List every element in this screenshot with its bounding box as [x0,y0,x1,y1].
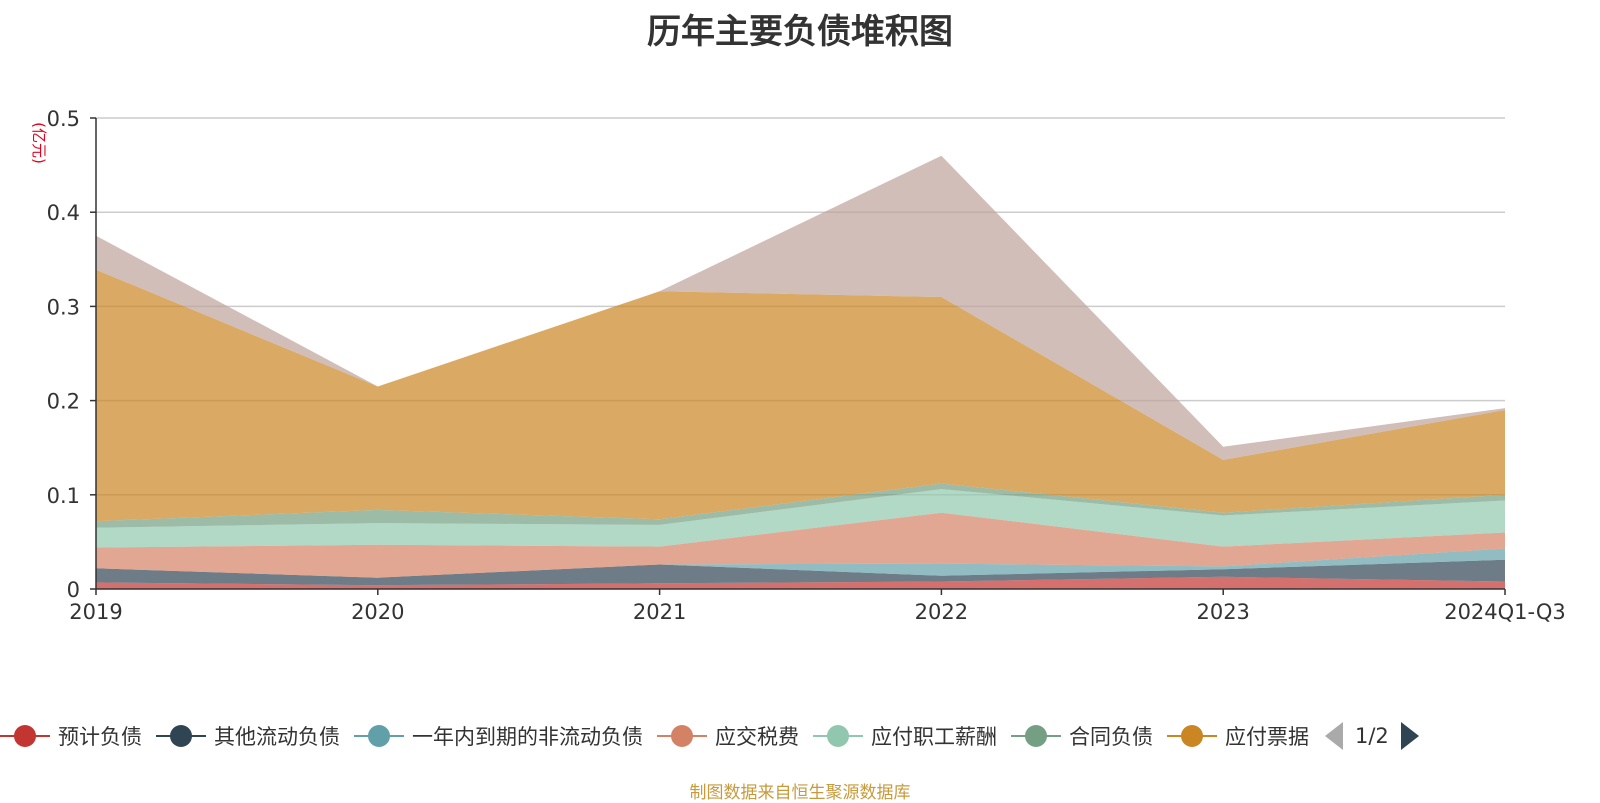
legend-marker-icon [1167,723,1217,749]
pager-prev-icon[interactable] [1325,722,1343,750]
legend-marker-icon [0,723,50,749]
pager-page-text: 1/2 [1355,724,1389,748]
area-series-1[interactable] [96,559,1505,586]
x-tick-label: 2023 [1196,600,1249,624]
stacked-area-chart: 0 0.1 0.2 0.3 0.4 0.5 2019 2020 2021 2022 2023 2024… [30,107,1566,624]
y-tick-label: 0.2 [47,390,80,414]
x-tick-label: 2020 [351,600,404,624]
pager-next-icon[interactable] [1400,722,1419,750]
legend-marker-icon [1011,723,1061,749]
x-tick-label: 2019 [69,600,122,624]
legend-item[interactable]: 合同负债 [1011,721,1153,751]
legend-marker-icon [813,723,863,749]
legend-item[interactable]: 应交税费 [657,721,799,751]
source-note: 制图数据来自恒生聚源数据库 [689,783,911,803]
legend-label: 一年内到期的非流动负债 [412,725,643,749]
x-tick-label: 2024Q1-Q3 [1444,600,1566,624]
y-tick-label: 0.4 [47,201,80,225]
area-series-7[interactable] [96,155,1505,460]
legend-marker-icon [156,723,206,749]
legend: 预计负债 其他流动负债 一年内到期的非流动负债 应交税费 应付职工薪酬 合同负债 应付票据 1… [0,716,1419,756]
legend-label: 合同负债 [1069,725,1153,749]
legend-label: 应交税费 [715,725,799,749]
y-tick-label: 0.5 [47,107,80,131]
area-series-6[interactable] [96,269,1505,522]
area-series-layers [96,155,1505,589]
legend-label: 应付票据 [1225,725,1309,749]
y-tick-label: 0 [67,578,80,602]
legend-item[interactable]: 应付职工薪酬 [813,721,997,751]
legend-pager: 1/2 [1325,722,1419,750]
legend-label: 预计负债 [58,725,142,749]
y-tick-label: 0.3 [47,295,80,319]
area-series-0[interactable] [96,576,1505,589]
y-tick-label: 0.1 [47,484,80,508]
legend-marker-icon [354,723,404,749]
legend-label: 应付职工薪酬 [871,725,997,749]
legend-item[interactable]: 一年内到期的非流动负债 [354,721,643,751]
axes: 0 0.1 0.2 0.3 0.4 0.5 2019 2020 2021 2022 2023 2024… [47,107,1566,624]
x-tick-label: 2022 [915,600,968,624]
x-tick-label: 2021 [633,600,686,624]
legend-item[interactable]: 预计负债 [0,721,142,751]
legend-item[interactable]: 其他流动负债 [156,721,340,751]
area-series-3[interactable] [96,512,1505,578]
legend-label: 其他流动负债 [214,725,340,749]
chart-title: 历年主要负债堆积图 [647,12,953,52]
y-axis-label: (亿元) [30,122,48,164]
legend-item[interactable]: 应付票据 [1167,721,1309,751]
area-series-5[interactable] [96,483,1505,528]
legend-marker-icon [657,723,707,749]
area-series-4[interactable] [96,489,1505,548]
area-series-2[interactable] [96,548,1505,578]
